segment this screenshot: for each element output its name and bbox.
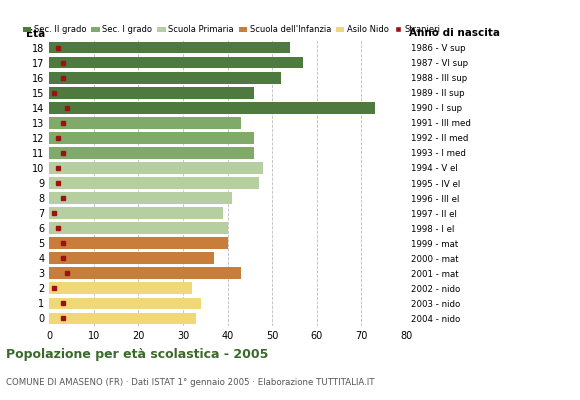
Bar [49, 57, 303, 68]
Bar [49, 222, 228, 234]
Bar [49, 132, 255, 144]
Legend: Sec. II grado, Sec. I grado, Scuola Primaria, Scuola dell'Infanzia, Asilo Nido, : Sec. II grado, Sec. I grado, Scuola Prim… [23, 26, 441, 34]
Bar [49, 117, 241, 129]
Bar [49, 282, 192, 294]
Bar [49, 313, 197, 324]
Bar [49, 87, 255, 98]
Text: Età: Età [27, 28, 46, 38]
Text: COMUNE DI AMASENO (FR) · Dati ISTAT 1° gennaio 2005 · Elaborazione TUTTITALIA.IT: COMUNE DI AMASENO (FR) · Dati ISTAT 1° g… [6, 378, 374, 387]
Bar [49, 268, 241, 279]
Bar [49, 177, 259, 189]
Text: Anno di nascita: Anno di nascita [409, 28, 500, 38]
Bar [49, 162, 263, 174]
Bar [49, 102, 375, 114]
Bar [49, 147, 255, 159]
Bar [49, 237, 228, 249]
Bar [49, 42, 290, 53]
Bar [49, 192, 232, 204]
Bar [49, 72, 281, 84]
Bar [49, 252, 214, 264]
Bar [49, 298, 201, 309]
Bar [49, 207, 223, 219]
Text: Popolazione per età scolastica - 2005: Popolazione per età scolastica - 2005 [6, 348, 268, 361]
